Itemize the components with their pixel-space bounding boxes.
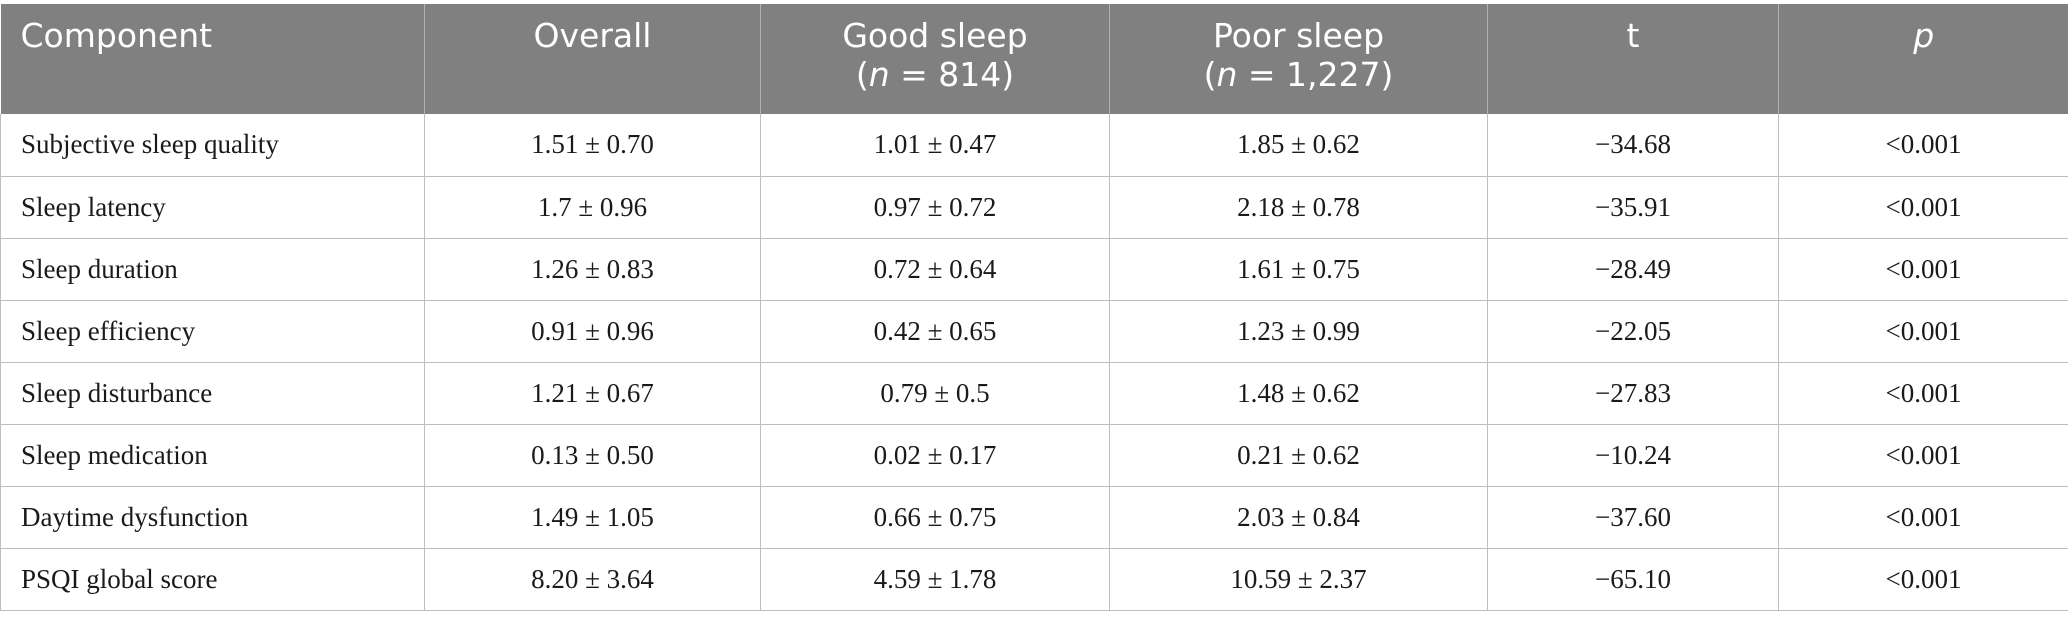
cell-good: 0.02 ± 0.17 xyxy=(760,424,1110,487)
cell-t: −35.91 xyxy=(1487,176,1779,239)
table-row: Sleep efficiency 0.91 ± 0.96 0.42 ± 0.65… xyxy=(0,300,2068,363)
cell-overall: 1.51 ± 0.70 xyxy=(424,114,761,177)
cell-t: −65.10 xyxy=(1487,548,1779,611)
header-p: p xyxy=(1778,4,2068,114)
cell-poor: 2.03 ± 0.84 xyxy=(1109,486,1488,549)
cell-good: 0.97 ± 0.72 xyxy=(760,176,1110,239)
cell-poor: 1.85 ± 0.62 xyxy=(1109,114,1488,177)
cell-good: 4.59 ± 1.78 xyxy=(760,548,1110,611)
cell-component: Sleep duration xyxy=(0,238,425,301)
cell-overall: 1.49 ± 1.05 xyxy=(424,486,761,549)
cell-overall: 0.13 ± 0.50 xyxy=(424,424,761,487)
header-poor-n: n xyxy=(1216,55,1238,94)
table-row: Sleep duration 1.26 ± 0.83 0.72 ± 0.64 1… xyxy=(0,238,2068,301)
table-row: Sleep disturbance 1.21 ± 0.67 0.79 ± 0.5… xyxy=(0,362,2068,425)
table-row: Subjective sleep quality 1.51 ± 0.70 1.0… xyxy=(0,114,2068,177)
cell-p: <0.001 xyxy=(1778,176,2068,239)
header-good-n-value: = 814) xyxy=(889,55,1015,94)
cell-component: Subjective sleep quality xyxy=(0,114,425,177)
cell-component: Daytime dysfunction xyxy=(0,486,425,549)
cell-p: <0.001 xyxy=(1778,238,2068,301)
sleep-component-table: Component Overall Good sleep (n = 814) P… xyxy=(0,4,2068,611)
table-row: Daytime dysfunction 1.49 ± 1.05 0.66 ± 0… xyxy=(0,486,2068,549)
cell-overall: 0.91 ± 0.96 xyxy=(424,300,761,363)
table-row: PSQI global score 8.20 ± 3.64 4.59 ± 1.7… xyxy=(0,548,2068,611)
cell-poor: 10.59 ± 2.37 xyxy=(1109,548,1488,611)
cell-good: 0.72 ± 0.64 xyxy=(760,238,1110,301)
cell-poor: 1.61 ± 0.75 xyxy=(1109,238,1488,301)
header-poor-n-value: = 1,227) xyxy=(1237,55,1394,94)
table-container: Component Overall Good sleep (n = 814) P… xyxy=(0,4,2068,611)
cell-t: −37.60 xyxy=(1487,486,1779,549)
header-overall: Overall xyxy=(424,4,761,114)
cell-p: <0.001 xyxy=(1778,114,2068,177)
cell-t: −22.05 xyxy=(1487,300,1779,363)
header-good-sleep-label: Good sleep xyxy=(842,16,1028,55)
header-poor-sleep-label: Poor sleep xyxy=(1212,16,1385,55)
header-good-n: n xyxy=(868,55,890,94)
cell-p: <0.001 xyxy=(1778,424,2068,487)
cell-t: −34.68 xyxy=(1487,114,1779,177)
cell-p: <0.001 xyxy=(1778,486,2068,549)
cell-t: −27.83 xyxy=(1487,362,1779,425)
cell-poor: 2.18 ± 0.78 xyxy=(1109,176,1488,239)
cell-p: <0.001 xyxy=(1778,300,2068,363)
cell-overall: 1.7 ± 0.96 xyxy=(424,176,761,239)
cell-overall: 8.20 ± 3.64 xyxy=(424,548,761,611)
cell-component: Sleep efficiency xyxy=(0,300,425,363)
cell-good: 1.01 ± 0.47 xyxy=(760,114,1110,177)
header-component: Component xyxy=(0,4,425,114)
cell-overall: 1.21 ± 0.67 xyxy=(424,362,761,425)
cell-t: −28.49 xyxy=(1487,238,1779,301)
cell-poor: 1.48 ± 0.62 xyxy=(1109,362,1488,425)
cell-p: <0.001 xyxy=(1778,362,2068,425)
header-good-sleep: Good sleep (n = 814) xyxy=(760,4,1110,114)
cell-t: −10.24 xyxy=(1487,424,1779,487)
cell-component: Sleep disturbance xyxy=(0,362,425,425)
cell-p: <0.001 xyxy=(1778,548,2068,611)
header-poor-open-paren: ( xyxy=(1203,55,1217,94)
cell-poor: 1.23 ± 0.99 xyxy=(1109,300,1488,363)
cell-component: PSQI global score xyxy=(0,548,425,611)
table-body: Subjective sleep quality 1.51 ± 0.70 1.0… xyxy=(0,114,2068,611)
cell-component: Sleep medication xyxy=(0,424,425,487)
header-poor-sleep: Poor sleep (n = 1,227) xyxy=(1109,4,1488,114)
header-row: Component Overall Good sleep (n = 814) P… xyxy=(0,4,2068,114)
cell-overall: 1.26 ± 0.83 xyxy=(424,238,761,301)
header-t: t xyxy=(1487,4,1779,114)
table-row: Sleep medication 0.13 ± 0.50 0.02 ± 0.17… xyxy=(0,424,2068,487)
header-good-open-paren: ( xyxy=(855,55,869,94)
cell-component: Sleep latency xyxy=(0,176,425,239)
cell-poor: 0.21 ± 0.62 xyxy=(1109,424,1488,487)
cell-good: 0.66 ± 0.75 xyxy=(760,486,1110,549)
table-row: Sleep latency 1.7 ± 0.96 0.97 ± 0.72 2.1… xyxy=(0,176,2068,239)
cell-good: 0.42 ± 0.65 xyxy=(760,300,1110,363)
table-header: Component Overall Good sleep (n = 814) P… xyxy=(0,4,2068,114)
cell-good: 0.79 ± 0.5 xyxy=(760,362,1110,425)
